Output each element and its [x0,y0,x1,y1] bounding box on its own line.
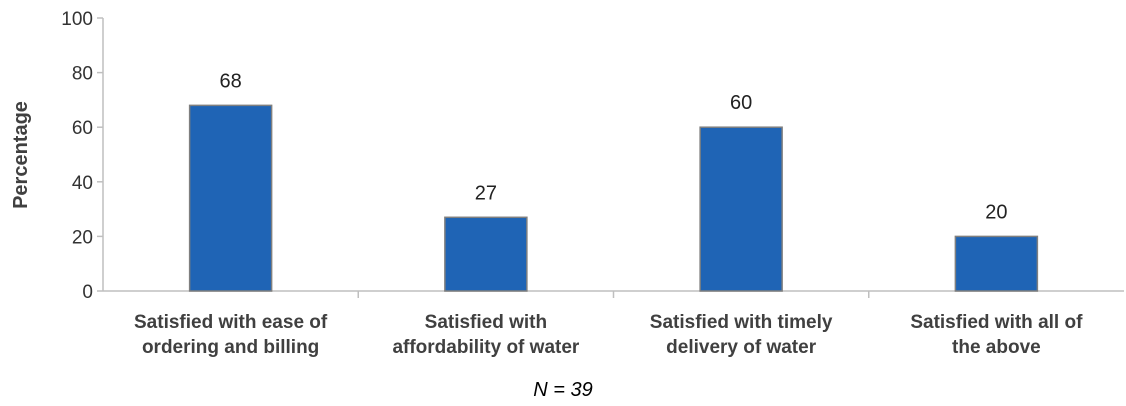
category-label-line: Satisfied with timely [650,312,833,333]
bar [188,104,273,292]
category-label: Satisfied with affordability of water [392,312,579,358]
y-tick-label: 100 [61,9,93,30]
bar [444,216,528,292]
y-axis-ticks: 0 20 40 60 80 100 [61,9,103,303]
y-tick-label: 20 [72,227,93,248]
data-label: 27 [475,182,497,204]
bar [954,235,1039,292]
category-label-line: Satisfied with ease of [134,312,328,333]
category-label-line: delivery of water [666,337,817,358]
category-label: Satisfied with all of the above [910,312,1083,358]
category-labels: Satisfied with ease of ordering and billi… [134,312,1083,358]
category-label: Satisfied with timely delivery of water [650,312,833,358]
category-label-line: affordability of water [392,337,579,358]
axes [102,18,1124,298]
bars [188,104,1039,292]
data-label: 20 [985,201,1007,223]
category-label-line: Satisfied with all of [910,312,1083,333]
data-label: 68 [220,70,242,92]
y-tick-label: 40 [72,173,93,194]
category-label: Satisfied with ease of ordering and billi… [134,312,328,358]
category-label-line: the above [952,337,1041,358]
category-label-line: Satisfied with [425,312,547,333]
data-labels: 68 27 60 20 [220,70,1008,223]
data-label: 60 [730,92,752,114]
sample-size-note: N = 39 [533,379,592,401]
y-tick-label: 0 [82,282,93,303]
category-label-line: ordering and billing [142,337,319,358]
y-axis-title: Percentage [10,101,32,209]
bar [699,126,783,292]
y-tick-label: 60 [72,118,93,139]
y-tick-label: 80 [72,64,93,85]
